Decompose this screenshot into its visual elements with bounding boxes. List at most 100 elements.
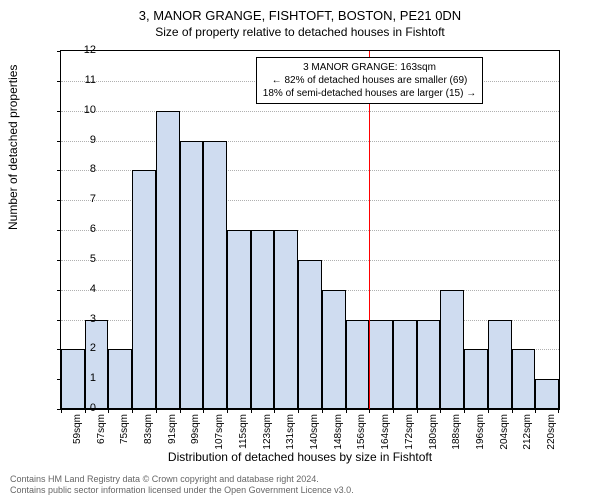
ytick-label: 5: [66, 253, 96, 265]
attribution-footer: Contains HM Land Registry data © Crown c…: [10, 474, 354, 497]
xtick-label: 67sqm: [96, 414, 107, 464]
y-axis-label: Number of detached properties: [6, 65, 20, 230]
histogram-bar: [417, 320, 441, 410]
xtick-label: 99sqm: [190, 414, 201, 464]
x-axis-label: Distribution of detached houses by size …: [0, 450, 600, 464]
xtick-mark: [369, 409, 370, 413]
xtick-label: 220sqm: [546, 414, 557, 464]
histogram-bar: [298, 260, 322, 409]
ytick-mark: [57, 290, 61, 291]
xtick-mark: [203, 409, 204, 413]
xtick-mark: [558, 409, 559, 413]
histogram-bar: [108, 349, 132, 409]
xtick-mark: [298, 409, 299, 413]
ytick-label: 4: [66, 283, 96, 295]
xtick-label: 212sqm: [522, 414, 533, 464]
xtick-label: 123sqm: [262, 414, 273, 464]
xtick-mark: [417, 409, 418, 413]
ytick-label: 11: [66, 74, 96, 86]
xtick-mark: [251, 409, 252, 413]
histogram-bar: [464, 349, 488, 409]
xtick-mark: [180, 409, 181, 413]
ytick-mark: [57, 170, 61, 171]
ytick-label: 2: [66, 342, 96, 354]
xtick-label: 196sqm: [475, 414, 486, 464]
grid-line: [61, 141, 559, 142]
ytick-mark: [57, 81, 61, 82]
histogram-bar: [251, 230, 275, 409]
xtick-label: 188sqm: [451, 414, 462, 464]
histogram-bar: [535, 379, 559, 409]
xtick-mark: [322, 409, 323, 413]
xtick-mark: [512, 409, 513, 413]
annotation-line: 18% of semi-detached houses are larger (…: [263, 87, 476, 100]
xtick-mark: [535, 409, 536, 413]
ytick-label: 7: [66, 193, 96, 205]
xtick-label: 140sqm: [309, 414, 320, 464]
annotation-line: 3 MANOR GRANGE: 163sqm: [263, 61, 476, 74]
histogram-bar: [488, 320, 512, 410]
ytick-label: 6: [66, 223, 96, 235]
ytick-label: 1: [66, 372, 96, 384]
histogram-bar: [85, 320, 109, 410]
xtick-label: 148sqm: [333, 414, 344, 464]
histogram-bar: [156, 111, 180, 409]
xtick-label: 91sqm: [167, 414, 178, 464]
ytick-mark: [57, 320, 61, 321]
xtick-label: 59sqm: [72, 414, 83, 464]
xtick-label: 131sqm: [285, 414, 296, 464]
xtick-mark: [132, 409, 133, 413]
histogram-bar: [440, 290, 464, 409]
ytick-label: 0: [66, 402, 96, 414]
plot-area: 3 MANOR GRANGE: 163sqm← 82% of detached …: [60, 50, 560, 410]
histogram-bar: [369, 320, 393, 410]
histogram-bar: [203, 141, 227, 410]
ytick-label: 9: [66, 134, 96, 146]
histogram-bar: [346, 320, 370, 410]
xtick-mark: [227, 409, 228, 413]
xtick-mark: [108, 409, 109, 413]
ytick-mark: [57, 141, 61, 142]
footer-line-2: Contains public sector information licen…: [10, 485, 354, 496]
histogram-bar: [227, 230, 251, 409]
xtick-mark: [346, 409, 347, 413]
histogram-bar: [180, 141, 204, 410]
xtick-label: 180sqm: [428, 414, 439, 464]
annotation-box: 3 MANOR GRANGE: 163sqm← 82% of detached …: [256, 57, 483, 104]
ytick-label: 3: [66, 313, 96, 325]
ytick-mark: [57, 51, 61, 52]
ytick-label: 12: [66, 44, 96, 56]
xtick-label: 204sqm: [499, 414, 510, 464]
chart-subtitle: Size of property relative to detached ho…: [0, 25, 600, 39]
xtick-label: 115sqm: [238, 414, 249, 464]
xtick-label: 107sqm: [214, 414, 225, 464]
xtick-mark: [61, 409, 62, 413]
xtick-label: 164sqm: [380, 414, 391, 464]
histogram-bar: [512, 349, 536, 409]
xtick-label: 156sqm: [356, 414, 367, 464]
histogram-bar: [274, 230, 298, 409]
ytick-label: 8: [66, 163, 96, 175]
footer-line-1: Contains HM Land Registry data © Crown c…: [10, 474, 354, 485]
chart-container: 3, MANOR GRANGE, FISHTOFT, BOSTON, PE21 …: [0, 0, 600, 500]
ytick-mark: [57, 230, 61, 231]
histogram-bar: [132, 170, 156, 409]
ytick-mark: [57, 260, 61, 261]
annotation-line: ← 82% of detached houses are smaller (69…: [263, 74, 476, 87]
xtick-mark: [393, 409, 394, 413]
xtick-label: 75sqm: [119, 414, 130, 464]
histogram-bar: [322, 290, 346, 409]
chart-title: 3, MANOR GRANGE, FISHTOFT, BOSTON, PE21 …: [0, 0, 600, 23]
xtick-mark: [274, 409, 275, 413]
grid-line: [61, 111, 559, 112]
xtick-mark: [488, 409, 489, 413]
xtick-mark: [156, 409, 157, 413]
ytick-mark: [57, 200, 61, 201]
xtick-label: 172sqm: [404, 414, 415, 464]
xtick-mark: [440, 409, 441, 413]
reference-marker-line: [369, 51, 370, 409]
ytick-mark: [57, 111, 61, 112]
histogram-bar: [393, 320, 417, 410]
ytick-label: 10: [66, 104, 96, 116]
xtick-mark: [464, 409, 465, 413]
